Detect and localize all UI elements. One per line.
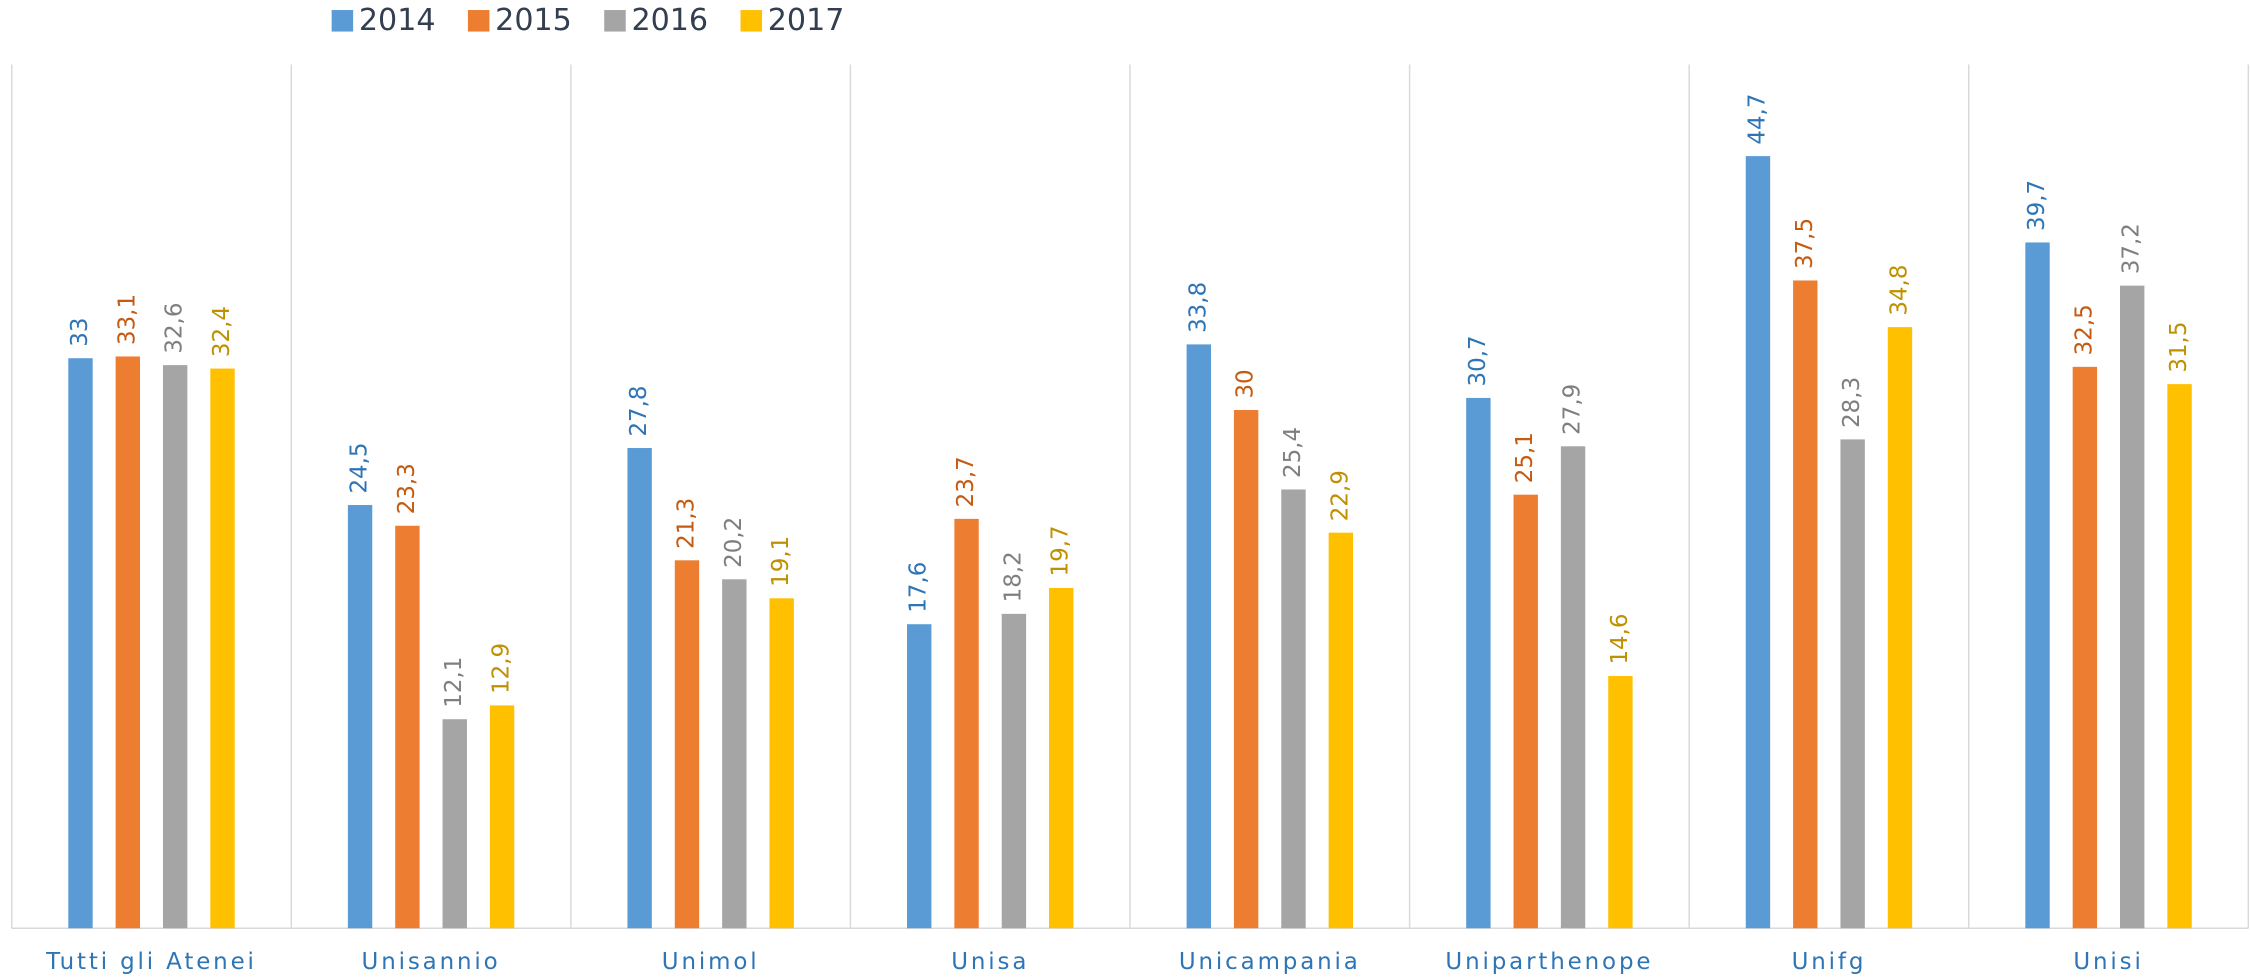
x-tick-label: Uniparthenope bbox=[1445, 949, 1653, 975]
bar bbox=[627, 448, 652, 929]
data-label: 31,5 bbox=[2166, 322, 2192, 373]
bar bbox=[2025, 242, 2050, 929]
bar bbox=[162, 365, 188, 929]
legend-swatch bbox=[604, 10, 626, 32]
data-label: 39,7 bbox=[2024, 180, 2050, 231]
legend-label: 2017 bbox=[768, 3, 845, 38]
data-label: 33 bbox=[67, 318, 93, 347]
data-label: 33,8 bbox=[1185, 282, 1211, 333]
bar bbox=[1281, 489, 1306, 929]
bar bbox=[395, 525, 420, 929]
legend-swatch bbox=[331, 10, 354, 32]
bar bbox=[954, 518, 979, 929]
data-label: 23,3 bbox=[394, 463, 420, 514]
legend-swatch bbox=[740, 10, 763, 32]
legend-swatch bbox=[467, 10, 490, 32]
data-label: 12,1 bbox=[441, 657, 467, 708]
bar bbox=[1186, 344, 1211, 929]
data-label: 27,8 bbox=[626, 385, 652, 436]
bar bbox=[442, 719, 467, 929]
data-label: 32,6 bbox=[162, 303, 188, 354]
data-label: 22,9 bbox=[1327, 470, 1353, 521]
bar bbox=[1049, 587, 1074, 929]
bar bbox=[722, 579, 747, 929]
bar bbox=[1887, 327, 1913, 929]
x-tick-label: Unisa bbox=[951, 949, 1029, 975]
data-label: 14,6 bbox=[1607, 613, 1633, 664]
bar bbox=[769, 598, 794, 929]
data-label: 25,1 bbox=[1512, 432, 1538, 483]
data-label: 34,8 bbox=[1886, 265, 1912, 316]
x-tick-label: Unicampania bbox=[1179, 949, 1361, 975]
data-label: 25,4 bbox=[1280, 427, 1306, 478]
x-tick-label: Unifg bbox=[1792, 949, 1867, 975]
bar bbox=[2167, 384, 2192, 929]
bar bbox=[347, 505, 373, 929]
bar bbox=[674, 560, 700, 929]
bar bbox=[489, 705, 515, 929]
data-label: 19,7 bbox=[1048, 525, 1074, 576]
legend-label: 2015 bbox=[495, 3, 572, 38]
bar bbox=[1233, 410, 1259, 929]
data-label: 33,1 bbox=[114, 294, 140, 345]
bar bbox=[2072, 366, 2098, 929]
data-label: 28,3 bbox=[1839, 377, 1865, 428]
data-label: 30,7 bbox=[1465, 335, 1491, 386]
data-label: 30 bbox=[1233, 369, 1259, 398]
bar bbox=[1840, 439, 1865, 929]
bar bbox=[1466, 397, 1491, 929]
data-label: 27,9 bbox=[1560, 384, 1586, 435]
data-label: 19,1 bbox=[768, 536, 794, 587]
bar bbox=[1608, 676, 1633, 929]
bar bbox=[2120, 285, 2145, 929]
bar bbox=[210, 368, 235, 929]
bar bbox=[1745, 156, 1771, 929]
x-tick-label: Unisannio bbox=[362, 949, 501, 975]
data-label: 18,2 bbox=[1000, 551, 1026, 602]
data-label: 37,2 bbox=[2119, 223, 2145, 274]
bar bbox=[1001, 613, 1027, 929]
data-label: 24,5 bbox=[347, 442, 373, 493]
legend-label: 2014 bbox=[359, 3, 436, 38]
bar bbox=[1793, 280, 1818, 929]
data-label: 21,3 bbox=[673, 498, 699, 549]
bar bbox=[1513, 494, 1538, 929]
bar bbox=[1560, 446, 1586, 929]
x-tick-label: Unimol bbox=[662, 949, 760, 975]
data-label: 32,5 bbox=[2071, 304, 2097, 355]
bar bbox=[1328, 532, 1354, 929]
data-label: 37,5 bbox=[1792, 218, 1818, 269]
data-label: 44,7 bbox=[1744, 94, 1770, 145]
x-tick-label: Unisi bbox=[2073, 949, 2143, 975]
data-label: 20,2 bbox=[721, 517, 747, 568]
data-label: 17,6 bbox=[906, 562, 932, 613]
bar bbox=[115, 356, 141, 929]
data-label: 12,9 bbox=[489, 643, 515, 694]
legend-label: 2016 bbox=[631, 3, 708, 38]
data-label: 23,7 bbox=[953, 456, 979, 507]
data-label: 32,4 bbox=[209, 306, 235, 357]
bar bbox=[907, 624, 932, 929]
bar bbox=[68, 358, 93, 929]
x-tick-label: Tutti gli Atenei bbox=[45, 949, 257, 975]
